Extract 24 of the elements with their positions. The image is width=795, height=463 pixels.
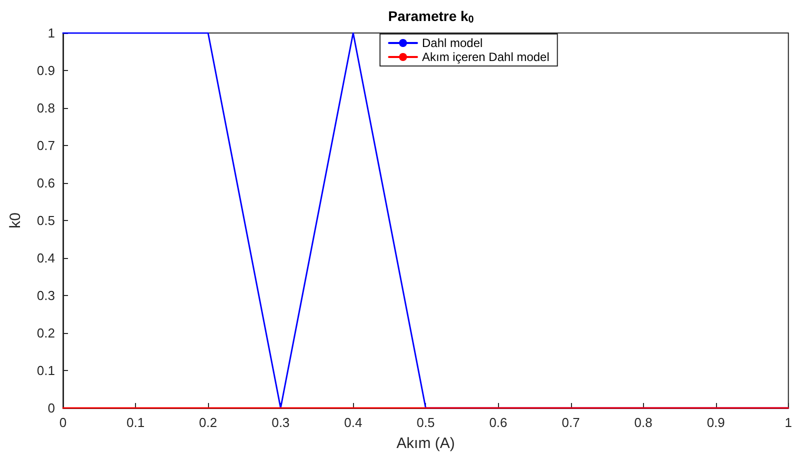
y-tick-label: 0.2 bbox=[36, 326, 55, 340]
x-tick-label: 0.3 bbox=[272, 415, 290, 430]
x-tick-label: 0.6 bbox=[489, 415, 508, 430]
y-tick-label: 0.9 bbox=[36, 63, 55, 78]
y-tick-label: 0.6 bbox=[36, 176, 55, 190]
x-tick-label: 0.4 bbox=[344, 415, 362, 430]
y-tick-label: 0 bbox=[48, 400, 55, 416]
y-tick-label: 1 bbox=[48, 26, 55, 40]
x-tick-label: 0.7 bbox=[562, 415, 580, 430]
x-tick-label: 0.9 bbox=[706, 415, 725, 430]
y-tick-label: 0.3 bbox=[36, 288, 55, 303]
y-tick-label: 0.1 bbox=[36, 363, 55, 378]
y-tick-label: 0.5 bbox=[36, 213, 55, 228]
y-axis-title: k0 bbox=[7, 212, 24, 228]
x-tick-label: 0.5 bbox=[416, 415, 435, 430]
x-axis-title: Akım (A) bbox=[396, 435, 455, 452]
x-tick-label: 0.1 bbox=[126, 415, 145, 430]
y-tick-label: 0.7 bbox=[36, 138, 55, 153]
x-tick-label: 0 bbox=[59, 415, 67, 430]
x-tick-label: 0.2 bbox=[199, 415, 218, 430]
x-tick-label: 0.8 bbox=[634, 415, 652, 430]
y-tick-label: 0.8 bbox=[36, 100, 55, 116]
x-tick-label: 1 bbox=[784, 415, 792, 430]
y-tick-label: 0.4 bbox=[36, 250, 55, 266]
